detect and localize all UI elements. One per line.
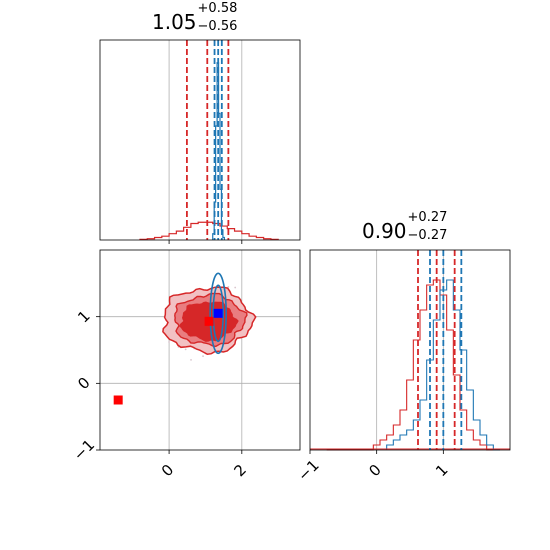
x-tick-label: 0 [365, 461, 384, 480]
bottom-left-scatter-panel: 0 2 −1 0 1 [70, 249, 301, 480]
x-tick-label: 1 [432, 461, 451, 480]
title-lower-error: −0.56 [197, 19, 238, 34]
red-histogram-step [326, 279, 500, 451]
scatter-point [190, 358, 192, 361]
top-left-panel-title: 1.05 +0.58 −0.56 [152, 1, 237, 34]
scatter-point [227, 286, 230, 288]
axes-frame [99, 249, 301, 451]
blue-histogram-step [386, 279, 500, 451]
plot-area [310, 250, 510, 450]
blue-contour-outer [209, 272, 227, 355]
blue-marker [213, 308, 223, 318]
axes-frame [309, 249, 511, 451]
x-tick-label: 2 [231, 461, 250, 480]
x-tick-label: −1 [294, 456, 322, 484]
plot-area [100, 40, 300, 240]
bottom-right-histogram-panel: −1 0 1 [294, 249, 511, 485]
scatter-point [234, 286, 237, 289]
blue-contour-inner [212, 284, 224, 343]
title-value: 1.05 [152, 10, 197, 34]
title-upper-error: +0.58 [197, 1, 238, 16]
title-upper-error: +0.27 [407, 210, 448, 225]
red-marker [113, 395, 123, 405]
scatter-point [184, 348, 187, 351]
red-histogram-step [139, 221, 279, 240]
scatter-point [168, 341, 170, 343]
bottom-right-panel-title: 0.90 +0.27 −0.27 [362, 210, 447, 243]
y-tick-label: 0 [74, 374, 93, 393]
red-marker [204, 316, 214, 326]
x-tick-label: 0 [158, 461, 177, 480]
y-tick-label: 1 [74, 307, 93, 326]
title-value: 0.90 [362, 219, 407, 243]
top-left-histogram-panel [99, 39, 301, 244]
scatter-point [202, 355, 204, 357]
title-lower-error: −0.27 [407, 228, 448, 243]
axes-frame [99, 39, 301, 241]
y-tick-label: −1 [70, 436, 98, 464]
